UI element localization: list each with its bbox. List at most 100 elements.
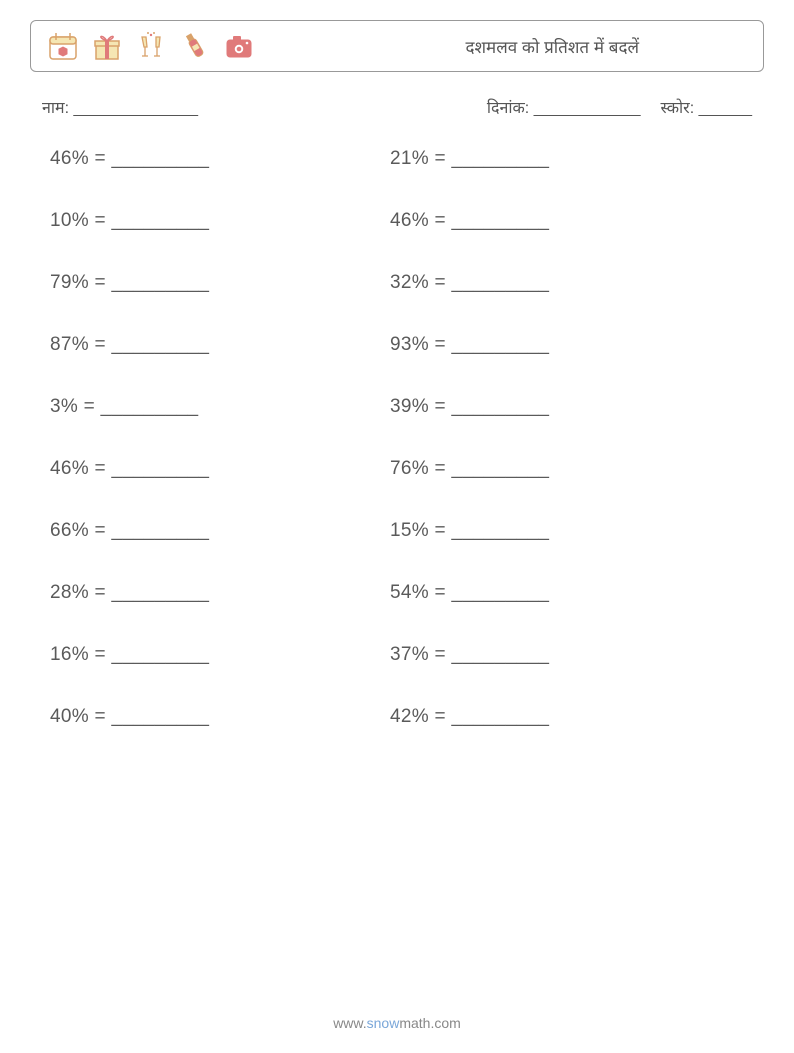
camera-icon: [221, 28, 257, 64]
problem-item: 16% = _________: [50, 644, 390, 666]
equals: =: [429, 210, 452, 231]
bottle-icon: [177, 28, 213, 64]
calendar-icon: [45, 28, 81, 64]
percent-value: 10%: [50, 210, 89, 231]
answer-blank: _________: [452, 334, 550, 355]
date-blank: ____________: [534, 100, 641, 117]
problem-item: 3% = _________: [50, 396, 390, 418]
answer-blank: _________: [101, 396, 199, 417]
score-blank: ______: [699, 100, 752, 117]
meta-spacer: [198, 96, 487, 118]
icon-row: [45, 28, 257, 64]
answer-blank: _________: [112, 644, 210, 665]
equals: =: [89, 458, 112, 479]
problem-item: 93% = _________: [390, 334, 730, 356]
equals: =: [429, 644, 452, 665]
problem-item: 32% = _________: [390, 272, 730, 294]
answer-blank: _________: [452, 520, 550, 541]
percent-value: 16%: [50, 644, 89, 665]
problem-item: 28% = _________: [50, 582, 390, 604]
problem-column-1: 46% = _________ 10% = _________ 79% = __…: [50, 148, 390, 728]
percent-value: 39%: [390, 396, 429, 417]
header-box: दशमलव को प्रतिशत में बदलें: [30, 20, 764, 72]
problem-item: 54% = _________: [390, 582, 730, 604]
percent-value: 21%: [390, 148, 429, 169]
problem-item: 87% = _________: [50, 334, 390, 356]
equals: =: [429, 582, 452, 603]
equals: =: [429, 148, 452, 169]
answer-blank: _________: [452, 272, 550, 293]
equals: =: [89, 582, 112, 603]
answer-blank: _________: [112, 334, 210, 355]
problem-item: 40% = _________: [50, 706, 390, 728]
problem-item: 15% = _________: [390, 520, 730, 542]
problem-column-2: 21% = _________ 46% = _________ 32% = __…: [390, 148, 730, 728]
problem-item: 37% = _________: [390, 644, 730, 666]
answer-blank: _________: [112, 210, 210, 231]
equals: =: [429, 272, 452, 293]
footer-brand: snow: [367, 1015, 400, 1031]
equals: =: [429, 458, 452, 479]
percent-value: 46%: [50, 458, 89, 479]
answer-blank: _________: [452, 706, 550, 727]
percent-value: 3%: [50, 396, 78, 417]
problems-grid: 46% = _________ 10% = _________ 79% = __…: [30, 148, 764, 728]
problem-item: 66% = _________: [50, 520, 390, 542]
answer-blank: _________: [452, 644, 550, 665]
answer-blank: _________: [112, 520, 210, 541]
percent-value: 40%: [50, 706, 89, 727]
equals: =: [89, 644, 112, 665]
score-label: स्कोर:: [661, 100, 695, 117]
percent-value: 15%: [390, 520, 429, 541]
percent-value: 76%: [390, 458, 429, 479]
percent-value: 54%: [390, 582, 429, 603]
answer-blank: _________: [112, 272, 210, 293]
footer-prefix: www.: [333, 1015, 366, 1031]
equals: =: [89, 520, 112, 541]
answer-blank: _________: [452, 210, 550, 231]
percent-value: 87%: [50, 334, 89, 355]
answer-blank: _________: [452, 582, 550, 603]
name-blank: ______________: [74, 100, 199, 117]
equals: =: [429, 520, 452, 541]
answer-blank: _________: [112, 706, 210, 727]
problem-item: 10% = _________: [50, 210, 390, 232]
footer-suffix: math.com: [399, 1015, 460, 1031]
answer-blank: _________: [112, 148, 210, 169]
problem-item: 46% = _________: [50, 148, 390, 170]
percent-value: 66%: [50, 520, 89, 541]
date-label: दिनांक:: [487, 100, 529, 117]
equals: =: [78, 396, 101, 417]
cheers-icon: [133, 28, 169, 64]
worksheet-title: दशमलव को प्रतिशत में बदलें: [465, 35, 639, 58]
percent-value: 79%: [50, 272, 89, 293]
meta-row: नाम: ______________ दिनांक: ____________…: [30, 96, 764, 118]
score-field: स्कोर: ______: [661, 96, 753, 118]
percent-value: 28%: [50, 582, 89, 603]
percent-value: 37%: [390, 644, 429, 665]
answer-blank: _________: [452, 396, 550, 417]
percent-value: 46%: [390, 210, 429, 231]
percent-value: 46%: [50, 148, 89, 169]
percent-value: 32%: [390, 272, 429, 293]
problem-item: 21% = _________: [390, 148, 730, 170]
gift-icon: [89, 28, 125, 64]
equals: =: [429, 706, 452, 727]
equals: =: [89, 334, 112, 355]
date-field: दिनांक: ____________: [487, 96, 641, 118]
equals: =: [89, 272, 112, 293]
footer: www.snowmath.com: [0, 1015, 794, 1031]
equals: =: [429, 334, 452, 355]
answer-blank: _________: [452, 148, 550, 169]
name-field: नाम: ______________: [42, 96, 198, 118]
problem-item: 46% = _________: [390, 210, 730, 232]
problem-item: 39% = _________: [390, 396, 730, 418]
percent-value: 42%: [390, 706, 429, 727]
problem-item: 79% = _________: [50, 272, 390, 294]
equals: =: [89, 210, 112, 231]
equals: =: [429, 396, 452, 417]
answer-blank: _________: [112, 458, 210, 479]
name-label: नाम:: [42, 100, 69, 117]
answer-blank: _________: [452, 458, 550, 479]
equals: =: [89, 148, 112, 169]
